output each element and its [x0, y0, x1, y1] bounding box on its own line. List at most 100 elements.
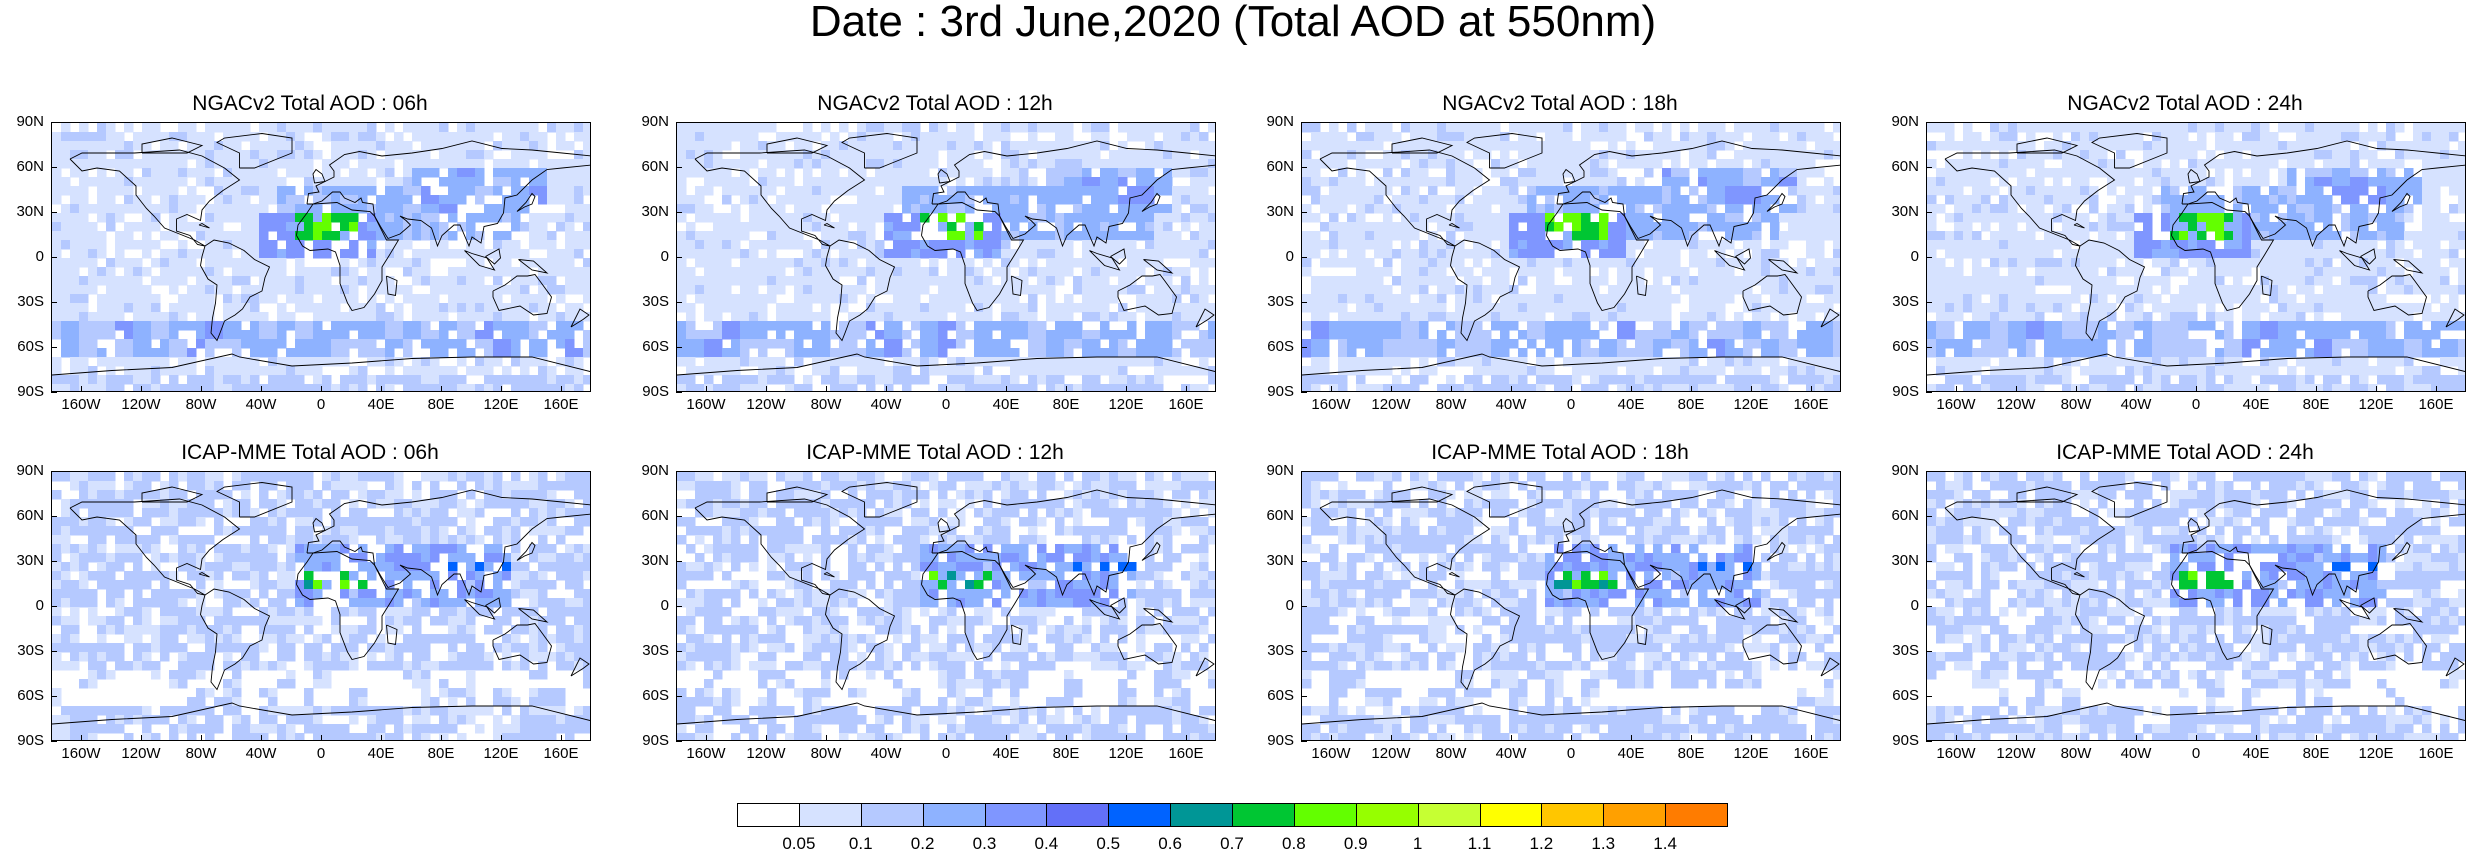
longitude-label: 0: [2191, 745, 2201, 762]
colorbar-box: [1479, 803, 1543, 827]
longitude-tick: [2256, 386, 2257, 392]
coastline-4: [1742, 623, 1802, 665]
aod-field: [1302, 472, 1840, 740]
longitude-tick: [2196, 386, 2197, 392]
map-panel: ICAP-MME Total AOD : 06h 90N 60N 30N 0 30S 60S…: [16, 441, 591, 851]
longitude-label: 80E: [427, 745, 455, 762]
latitude-tick: [676, 347, 682, 348]
longitude-label: 80W: [810, 745, 842, 762]
latitude-label: 90S: [1267, 732, 1294, 749]
latitude-tick: [676, 471, 682, 472]
coastline-6: [1466, 133, 1543, 169]
latitude-tick: [1926, 606, 1932, 607]
longitude-label: 160W: [686, 745, 726, 762]
coastline-1: [2075, 588, 2146, 691]
latitude-tick: [1301, 122, 1307, 123]
coastline-4: [1117, 274, 1177, 316]
latitude-label: 0: [660, 597, 669, 614]
longitude-tick: [1631, 386, 1632, 392]
longitude-tick: [561, 735, 562, 741]
panel-title: NGACv2 Total AOD : 12h: [817, 92, 1053, 115]
aod-field: [677, 472, 1215, 740]
colorbar-label: 0.8: [1282, 834, 1306, 853]
latitude-label: 60S: [642, 687, 669, 704]
latitude-label: 60N: [641, 507, 669, 524]
coastline-5: [1302, 353, 1840, 376]
longitude-label: 80W: [2060, 745, 2092, 762]
longitude-tick: [2256, 735, 2257, 741]
longitude-tick: [81, 386, 82, 392]
coastline-2: [1546, 202, 1650, 312]
coastline-9: [1089, 250, 1121, 271]
coastlines: [677, 133, 1215, 376]
map-frame: [1926, 471, 2466, 741]
latitude-label: 90S: [642, 383, 669, 400]
map-frame: [1301, 122, 1841, 392]
latitude-label: 30S: [1892, 642, 1919, 659]
latitude-label: 0: [1910, 248, 1919, 265]
longitude-label: 120W: [1996, 745, 2036, 762]
longitude-label: 40W: [245, 396, 277, 413]
coastline-11: [2393, 259, 2424, 274]
coastline-5: [677, 353, 1215, 376]
latitude-label: 60N: [1266, 507, 1294, 524]
longitude-tick: [946, 386, 947, 392]
map-panel: NGACv2 Total AOD : 06h 90N 60N 30N 0 30S 60S 90…: [16, 92, 591, 502]
longitude-label: 80E: [1052, 396, 1080, 413]
longitude-label: 120W: [1371, 396, 1411, 413]
latitude-label: 60S: [1892, 338, 1919, 355]
latitude-tick: [1926, 696, 1932, 697]
coastline-1: [1450, 239, 1521, 342]
latitude-tick: [1301, 212, 1307, 213]
coastline-8: [1141, 541, 1161, 561]
colorbar-label: 0.4: [1034, 834, 1059, 853]
longitude-tick: [766, 735, 767, 741]
coastline-15: [766, 486, 829, 503]
coastline-12: [1011, 624, 1023, 646]
map-panel: ICAP-MME Total AOD : 12h 90N 60N 30N 0 30S 60S…: [641, 441, 1216, 851]
longitude-tick: [561, 386, 562, 392]
longitude-tick: [1186, 735, 1187, 741]
latitude-label: 30N: [1891, 203, 1919, 220]
coastline-2: [296, 202, 400, 312]
longitude-label: 160W: [1936, 396, 1976, 413]
longitude-label: 120E: [2358, 396, 2394, 413]
latitude-tick: [676, 392, 682, 393]
longitude-label: 160W: [61, 396, 101, 413]
latitude-label: 90N: [16, 113, 44, 130]
coastline-6: [2091, 482, 2168, 518]
longitude-tick: [1451, 735, 1452, 741]
longitude-label: 80W: [1435, 396, 1467, 413]
coastline-5: [52, 353, 590, 376]
colorbar-label: 0.7: [1220, 834, 1244, 853]
aod-field-map: [677, 123, 1215, 391]
latitude-label: 30S: [17, 642, 44, 659]
latitude-tick: [1926, 302, 1932, 303]
longitude-tick: [2436, 735, 2437, 741]
figure-title: Date : 3rd June,2020 (Total AOD at 550nm…: [809, 0, 1657, 46]
coastlines: [52, 133, 590, 376]
colorbar-label: 1.1: [1467, 834, 1492, 853]
colorbar-box: [1417, 803, 1481, 827]
colorbar-box: [1355, 803, 1419, 827]
colorbar-box: [922, 803, 986, 827]
coastline-0: [694, 149, 866, 247]
coastline-9: [464, 599, 496, 620]
longitude-tick: [2136, 735, 2137, 741]
latitude-tick: [1926, 651, 1932, 652]
coastline-8: [2391, 541, 2411, 561]
latitude-label: 90S: [1892, 732, 1919, 749]
longitude-tick: [1571, 735, 1572, 741]
latitude-tick: [51, 651, 57, 652]
coastline-3: [931, 489, 1215, 597]
longitude-tick: [141, 735, 142, 741]
coastline-0: [1944, 498, 2116, 596]
latitude-label: 0: [1910, 597, 1919, 614]
latitude-tick: [676, 167, 682, 168]
map-frame: [676, 471, 1216, 741]
longitude-label: 80E: [2302, 745, 2330, 762]
longitude-label: 0: [316, 745, 326, 762]
latitude-label: 60N: [1266, 158, 1294, 175]
latitude-tick: [1926, 122, 1932, 123]
coastline-13: [570, 657, 590, 677]
